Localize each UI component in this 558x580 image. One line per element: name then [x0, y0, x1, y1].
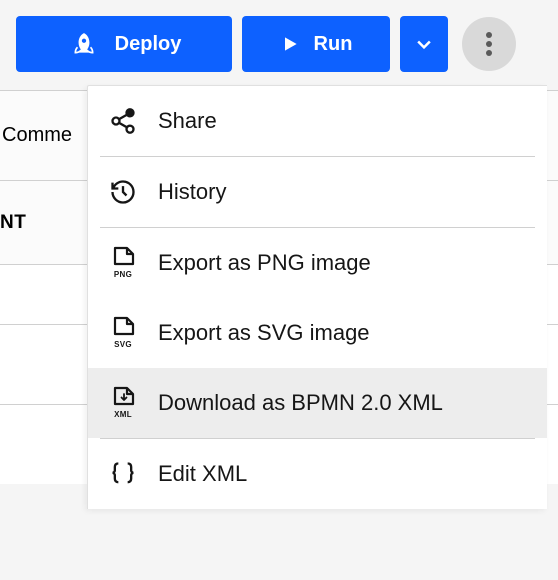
rocket-icon: [67, 27, 101, 61]
svg-text:XML: XML: [114, 410, 132, 419]
menu-label: History: [158, 179, 226, 205]
menu-label: Export as PNG image: [158, 250, 371, 276]
menu-item-share[interactable]: Share: [88, 86, 547, 156]
deploy-label: Deploy: [115, 33, 182, 56]
xml-file-icon: XML: [106, 386, 140, 420]
svg-text:PNG: PNG: [114, 270, 132, 279]
kebab-icon: [486, 31, 492, 57]
menu-item-history[interactable]: History: [88, 157, 547, 227]
menu-label: Export as SVG image: [158, 320, 370, 346]
run-label: Run: [314, 33, 353, 56]
braces-icon: [106, 457, 140, 491]
menu-item-export-svg[interactable]: SVG Export as SVG image: [88, 298, 547, 368]
menu-label: Download as BPMN 2.0 XML: [158, 390, 443, 416]
run-dropdown-button[interactable]: [400, 16, 448, 72]
deploy-button[interactable]: Deploy: [16, 16, 232, 72]
more-options-button[interactable]: [462, 17, 516, 71]
history-icon: [106, 175, 140, 209]
menu-item-download-xml[interactable]: XML Download as BPMN 2.0 XML: [88, 368, 547, 438]
menu-label: Edit XML: [158, 461, 247, 487]
menu-item-export-png[interactable]: PNG Export as PNG image: [88, 228, 547, 298]
toolbar: Deploy Run: [0, 0, 558, 90]
play-icon: [280, 34, 300, 54]
run-button[interactable]: Run: [242, 16, 390, 72]
png-file-icon: PNG: [106, 246, 140, 280]
svg-text:SVG: SVG: [114, 340, 132, 349]
chevron-down-icon: [414, 34, 434, 54]
dropdown-menu: Share History PNG Export as PNG image SV…: [87, 85, 547, 509]
share-icon: [106, 104, 140, 138]
svg-file-icon: SVG: [106, 316, 140, 350]
menu-item-edit-xml[interactable]: Edit XML: [88, 439, 547, 509]
menu-label: Share: [158, 108, 217, 134]
